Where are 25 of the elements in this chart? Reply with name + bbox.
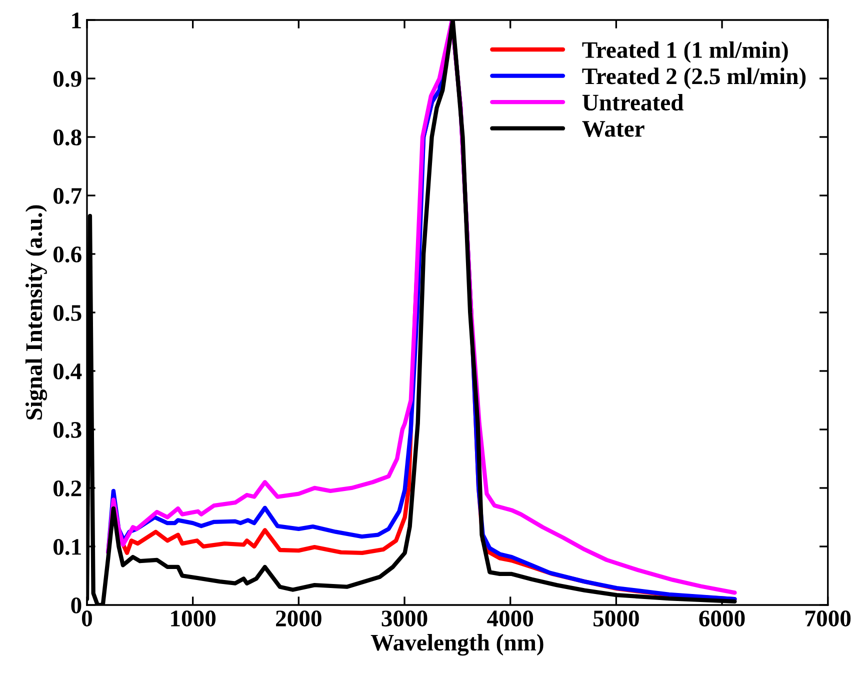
- x-tick-label: 2000: [276, 610, 322, 626]
- x-tick-label: 7000: [806, 610, 851, 626]
- y-tick-label: 0.9: [54, 70, 82, 88]
- y-tick-label: 0.7: [54, 188, 82, 204]
- y-tick-label: 0.8: [54, 129, 82, 146]
- y-tick-label: 0.3: [54, 422, 82, 438]
- y-tick-label: 1: [72, 12, 81, 28]
- legend-label: Treated 2 (2.5 ml/min): [582, 68, 806, 90]
- y-tick-label: 0: [71, 597, 82, 614]
- x-tick-label: 6000: [699, 610, 745, 626]
- legend-label: Untreated: [582, 94, 684, 111]
- x-tick-label: 0: [82, 610, 92, 626]
- x-tick-label: 3000: [382, 610, 428, 626]
- legend-label: Treated 1 (1 ml/min): [582, 41, 788, 63]
- legend-label: Water: [582, 121, 644, 137]
- x-tick-label: 4000: [487, 610, 534, 626]
- x-tick-label: 1000: [171, 610, 216, 626]
- y-tick-label: 0.1: [54, 538, 81, 556]
- y-tick-label: 0.6: [54, 246, 82, 263]
- y-tick-label: 0.5: [54, 304, 82, 322]
- y-tick-label: 0.2: [54, 480, 82, 497]
- x-axis-title: Wavelength (nm): [370, 634, 544, 656]
- y-tick-label: 0.4: [54, 363, 82, 380]
- x-tick-label: 5000: [594, 610, 639, 626]
- y-axis-title: Signal Intensity (a.u.): [25, 205, 48, 420]
